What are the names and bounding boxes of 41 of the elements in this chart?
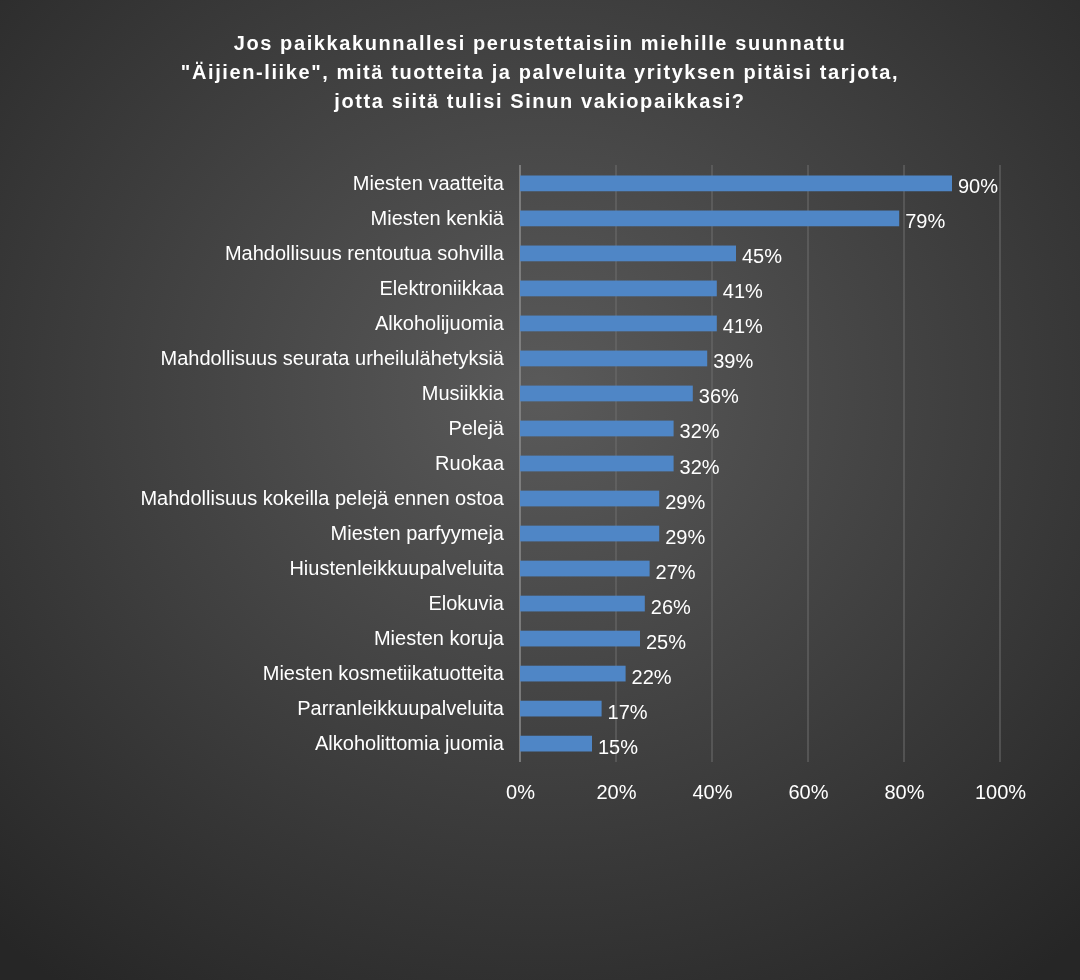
data-label: 22% [631, 665, 672, 688]
y-tick-label: Miesten koruja [373, 626, 505, 649]
y-tick-label: Elektroniikkaa [379, 276, 505, 299]
data-label: 29% [665, 490, 706, 513]
x-tick-label: 60% [788, 781, 829, 804]
y-tick-label: Elokuvia [428, 591, 505, 614]
data-label: 39% [713, 350, 754, 373]
data-label: 41% [722, 315, 764, 338]
y-tick-label: Alkoholittomia juomia [315, 732, 505, 755]
y-tick-label: Hiustenleikkuupalveluita [289, 556, 505, 579]
x-tick-label: 100% [974, 781, 1027, 804]
y-tick-label: Mahdollisuus seurata urheilulähetyksiä [160, 346, 505, 369]
y-tick-label: Ruokaa [435, 451, 505, 474]
data-label: 45% [742, 245, 783, 268]
chart-title: Jos paikkakunnallesi perustettaisiin miehille suunnattu "Äijien-liike", mitä tuotteita ja palveluita yrityksen pitäisi tarjota, jotta siitä tulisi Sinun vakiopaikkasi? [180, 32, 900, 112]
data-label: 41% [722, 280, 764, 303]
data-label: 17% [607, 700, 648, 723]
y-tick-label: Parranleikkuupalveluita [297, 697, 505, 719]
y-tick-label: Miesten parfyymeja [330, 521, 505, 544]
y-tick-label: Miesten kosmetiikatuotteita [262, 661, 505, 684]
data-label: 32% [679, 420, 720, 443]
data-label: 79% [905, 210, 946, 233]
y-tick-label: Miesten vaatteita [352, 171, 505, 194]
x-tick-label: 80% [884, 781, 925, 804]
data-label: 90% [958, 175, 999, 198]
y-tick-label: Mahdollisuus rentoutua sohvilla [224, 241, 505, 264]
data-label: 15% [598, 735, 639, 758]
x-tick-label: 20% [596, 781, 637, 804]
data-label: 29% [665, 525, 706, 548]
y-tick-label: Musiikkia [421, 381, 505, 404]
y-tick-label: Pelejä [448, 416, 505, 439]
y-tick-label: Miesten kenkiä [370, 206, 505, 229]
data-label: 25% [646, 630, 687, 653]
x-tick-label: 0% [506, 781, 536, 804]
x-tick-label: 40% [692, 781, 733, 804]
y-tick-label: Alkoholijuomia [375, 311, 505, 334]
data-label: 36% [698, 385, 740, 408]
data-label: 32% [679, 455, 720, 478]
y-tick-label: Mahdollisuus kokeilla pelejä ennen ostoa [140, 486, 505, 509]
data-label: 26% [650, 595, 692, 618]
data-label: 27% [655, 560, 696, 583]
